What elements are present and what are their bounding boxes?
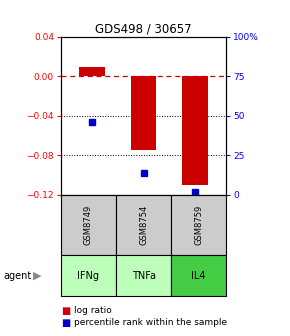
Title: GDS498 / 30657: GDS498 / 30657 — [95, 23, 192, 36]
Text: percentile rank within the sample: percentile rank within the sample — [74, 318, 227, 327]
Text: log ratio: log ratio — [74, 306, 112, 315]
Text: GSM8759: GSM8759 — [194, 205, 203, 245]
Bar — [171, 195, 226, 255]
Text: ■: ■ — [61, 318, 70, 328]
Text: ▶: ▶ — [33, 270, 42, 281]
Bar — [116, 195, 171, 255]
Text: GSM8754: GSM8754 — [139, 205, 148, 245]
Text: TNFa: TNFa — [132, 270, 155, 281]
Bar — [61, 195, 116, 255]
Text: agent: agent — [3, 270, 31, 281]
Bar — [171, 255, 226, 296]
Bar — [61, 255, 116, 296]
Text: IFNg: IFNg — [77, 270, 99, 281]
Bar — [130, 77, 157, 151]
Bar — [79, 67, 105, 77]
Bar — [182, 77, 208, 185]
Text: ■: ■ — [61, 306, 70, 316]
Text: IL4: IL4 — [191, 270, 206, 281]
Text: GSM8749: GSM8749 — [84, 205, 93, 245]
Bar — [116, 255, 171, 296]
